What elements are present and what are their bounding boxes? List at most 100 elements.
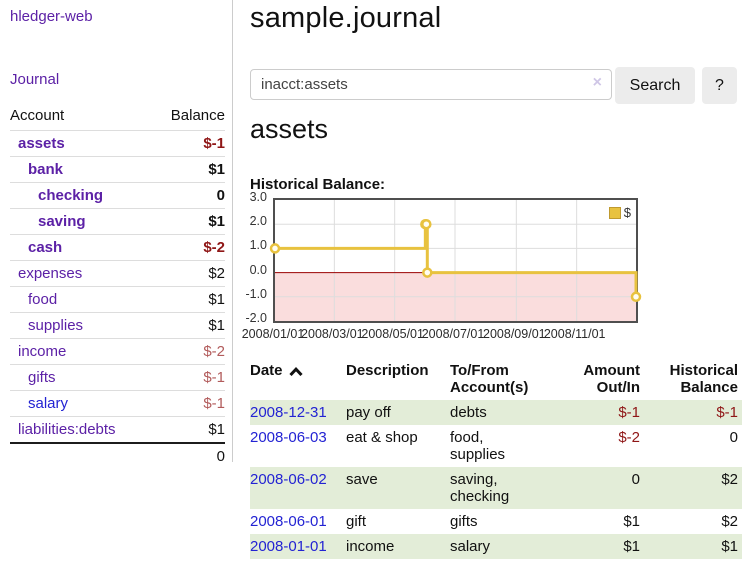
- transaction-date-link[interactable]: 2008-01-01: [250, 538, 327, 555]
- account-row: income $-2: [10, 338, 225, 365]
- register-balance-cell: 0: [729, 429, 738, 446]
- account-link[interactable]: gifts: [28, 369, 56, 386]
- x-tick-label: 2008/03/01: [301, 327, 364, 341]
- search-button[interactable]: Search: [615, 67, 695, 104]
- accounts-table: Account Balance assets $-1 bank $1 checking 0…: [10, 104, 225, 469]
- account-name-cell: income: [10, 338, 153, 365]
- account-row: saving $1: [10, 208, 225, 235]
- y-tick-label: 1.0: [249, 238, 267, 253]
- account-link[interactable]: liabilities:debts: [18, 421, 116, 438]
- account-name-cell: liabilities:debts: [10, 416, 153, 443]
- account-row: checking 0: [10, 182, 225, 209]
- account-heading: assets: [250, 114, 329, 144]
- page-title: sample.journal: [250, 2, 442, 34]
- account-link[interactable]: expenses: [18, 265, 83, 282]
- transaction-date-link[interactable]: 2008-06-03: [250, 429, 327, 446]
- account-balance: 0: [152, 182, 225, 209]
- account-balance: $-1: [152, 390, 225, 417]
- account-link[interactable]: saving: [38, 213, 86, 230]
- accounts-total-row: 0: [10, 442, 225, 469]
- y-tick-label: 3.0: [249, 190, 267, 204]
- register-description-cell: gift: [346, 513, 367, 530]
- account-row: expenses $2: [10, 260, 225, 287]
- y-tick-label: 0.0: [249, 262, 267, 277]
- account-link[interactable]: cash: [28, 239, 63, 256]
- account-link[interactable]: salary: [28, 395, 69, 412]
- register-description-cell: eat & shop: [346, 429, 418, 446]
- register-description-cell: pay off: [346, 404, 391, 421]
- register-column-header[interactable]: Historical Balance: [669, 362, 738, 396]
- register-accounts-cell: debts: [450, 404, 487, 421]
- account-link[interactable]: supplies: [28, 317, 84, 334]
- clear-search-icon[interactable]: ×: [592, 74, 602, 91]
- account-link[interactable]: income: [18, 343, 67, 360]
- register-amount-cell: $1: [623, 538, 640, 555]
- register-description-cell: income: [346, 538, 395, 555]
- register-description-cell: save: [346, 471, 378, 488]
- search-input[interactable]: [250, 69, 612, 100]
- register-date-cell: 2008-01-01: [250, 534, 346, 559]
- register-column-header[interactable]: Amount Out/In: [583, 362, 640, 396]
- account-name-cell: assets: [10, 130, 153, 157]
- account-row: food $1: [10, 286, 225, 313]
- x-tick-label: 2008/11/01: [543, 327, 606, 341]
- account-row: bank $1: [10, 156, 225, 183]
- account-name-cell: checking: [10, 182, 153, 209]
- register-row: 2008-06-02 save saving, checking 0 $2: [250, 467, 742, 509]
- register-header-row: Date Description To/From Account(s) Amount …: [250, 360, 742, 400]
- account-name-cell: food: [10, 286, 153, 313]
- help-button[interactable]: ?: [702, 67, 737, 104]
- account-row: cash $-2: [10, 234, 225, 261]
- account-name-cell: gifts: [10, 364, 153, 391]
- transaction-date-link[interactable]: 2008-12-31: [250, 404, 327, 421]
- account-row: supplies $1: [10, 312, 225, 339]
- register-column-header[interactable]: Description: [346, 362, 429, 379]
- register-row: 2008-01-01 income salary $1 $1: [250, 534, 742, 559]
- account-link[interactable]: food: [28, 291, 58, 308]
- brand-link[interactable]: hledger-web: [10, 8, 93, 25]
- nav-journal-link[interactable]: Journal: [10, 71, 60, 88]
- main-content: sample.journal × Search ? assets Histori…: [242, 0, 742, 582]
- register-date-cell: 2008-12-31: [250, 400, 346, 425]
- register-amount-cell: $-2: [618, 429, 640, 446]
- register-amount-cell: 0: [631, 471, 640, 488]
- chart-legend: $: [608, 205, 631, 220]
- register-amount-cell: $1: [623, 513, 640, 530]
- chart-y-axis: 3.0 2.0 1.0 0.0 -1.0 -2.0: [242, 190, 270, 325]
- accounts-header-row: Account Balance: [10, 104, 225, 131]
- account-balance: $-1: [152, 130, 225, 157]
- x-tick-label: 2008/05/01: [361, 327, 424, 341]
- account-balance: $2: [152, 260, 225, 287]
- legend-swatch-icon: [608, 206, 621, 219]
- chart-heading: Historical Balance:: [250, 176, 386, 193]
- legend-label: $: [623, 205, 631, 220]
- register-column-header[interactable]: To/From Account(s): [450, 362, 529, 396]
- register-row: 2008-06-01 gift gifts $1 $2: [250, 509, 742, 534]
- register-amount-cell: $-1: [618, 404, 640, 421]
- account-link[interactable]: checking: [38, 187, 104, 204]
- register-column-header[interactable]: Date: [250, 360, 346, 400]
- account-row: gifts $-1: [10, 364, 225, 391]
- account-link[interactable]: bank: [28, 161, 64, 178]
- register-accounts-cell: food, supplies: [450, 429, 506, 463]
- register-balance-cell: $-1: [716, 404, 738, 421]
- register-table: Date Description To/From Account(s) Amount …: [250, 360, 742, 559]
- account-link[interactable]: assets: [18, 135, 65, 152]
- register-row: 2008-06-03 eat & shop food, supplies $-2 0: [250, 425, 742, 467]
- transaction-date-link[interactable]: 2008-06-02: [250, 471, 327, 488]
- transaction-date-link[interactable]: 2008-06-01: [250, 513, 327, 530]
- account-row: liabilities:debts $1: [10, 416, 225, 443]
- accounts-total-spacer: [10, 442, 153, 469]
- register-date-cell: 2008-06-03: [250, 425, 346, 467]
- search-form: × Search ?: [250, 67, 742, 107]
- register-accounts-cell: saving, checking: [450, 471, 510, 505]
- x-tick-label: 2008/07/01: [421, 327, 485, 341]
- historical-balance-chart: 3.0 2.0 1.0 0.0 -1.0 -2.0 $ 2008/01/01 2008/03…: [242, 190, 670, 348]
- chart-series-svg: [269, 200, 642, 321]
- sort-ascending-icon: [288, 367, 303, 377]
- accounts-total-value: 0: [152, 442, 225, 469]
- register-row: 2008-12-31 pay off debts $-1 $-1: [250, 400, 742, 425]
- x-tick-label: 2008/01/01: [241, 327, 305, 341]
- account-name-cell: cash: [10, 234, 153, 261]
